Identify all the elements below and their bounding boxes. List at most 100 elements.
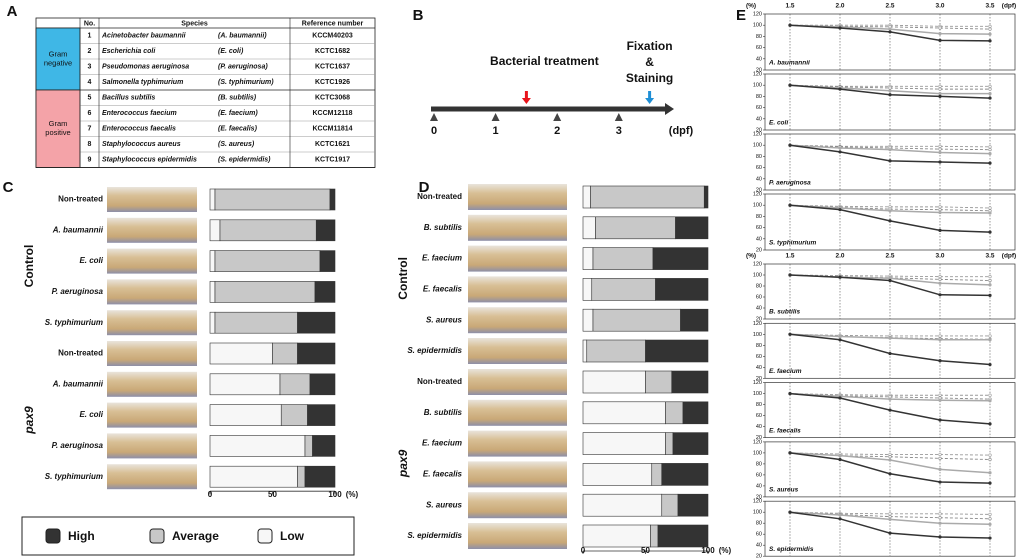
y-tick-label: 20 <box>756 127 762 133</box>
bar-segment <box>315 219 336 242</box>
category-label: E. faecalis <box>423 285 463 294</box>
category-label: Non-treated <box>417 377 462 386</box>
series-point <box>988 206 992 210</box>
bar-segment <box>582 308 594 332</box>
fish-image <box>107 464 197 490</box>
category-label: S. epidermidis <box>407 346 462 355</box>
species: Staphylococcus epidermidis <box>102 157 197 164</box>
y-tick-label: 20 <box>756 247 762 253</box>
bar-segment <box>209 465 298 488</box>
series-point <box>888 517 892 521</box>
y-tick-label: 20 <box>756 187 762 193</box>
bar-segment <box>651 463 663 486</box>
fish-image <box>107 187 197 212</box>
series-point <box>788 203 792 207</box>
series-point <box>938 160 942 164</box>
series-point <box>938 516 942 520</box>
y-tick-label: 120 <box>753 499 762 505</box>
x-tick-label: 2.0 <box>835 3 844 10</box>
x-tick-label: 2.5 <box>885 3 894 10</box>
y-tick-label: 80 <box>756 154 762 160</box>
species: Enterococcus faecium <box>102 110 177 117</box>
y-tick-label: 120 <box>753 131 762 137</box>
y-tick-label: 100 <box>753 272 762 278</box>
y-tick-label: 120 <box>753 191 762 197</box>
series-point <box>938 208 942 212</box>
bar-segment <box>314 281 336 303</box>
y-tick-label: 80 <box>756 343 762 349</box>
bar-segment <box>209 281 216 303</box>
bar-segment <box>582 524 651 548</box>
x-tick-label: 2.0 <box>835 253 844 260</box>
y-tick-label: 40 <box>756 176 762 182</box>
fish-image <box>107 371 197 397</box>
event-arrow <box>645 91 655 104</box>
bar-segment <box>657 524 709 548</box>
series-point <box>888 455 892 459</box>
series-point <box>988 96 992 100</box>
series-point <box>838 334 842 339</box>
y-tick-label: 60 <box>756 472 762 478</box>
series-point <box>938 205 942 209</box>
x-tick-label: 3.0 <box>935 253 944 260</box>
series-point <box>838 146 842 150</box>
bar-segment <box>650 524 659 548</box>
x-tick-label: 50 <box>268 490 277 499</box>
bar-segment <box>661 463 709 486</box>
y-tick-label: 100 <box>753 23 762 29</box>
series-point <box>938 150 942 155</box>
series-point <box>888 408 892 412</box>
reference: KCTC1621 <box>315 141 350 148</box>
series-point <box>938 281 942 285</box>
y-tick-label: 60 <box>756 413 762 419</box>
series-point <box>838 454 842 458</box>
y-tick-label: 120 <box>753 11 762 17</box>
bar-segment <box>595 216 676 240</box>
y-tick-label: 80 <box>756 402 762 408</box>
series-point <box>938 480 942 484</box>
x-axis-unit: (dpf) <box>1002 3 1016 10</box>
y-tick-label: 20 <box>756 494 762 500</box>
x-tick-label: 1.5 <box>785 3 794 10</box>
bar-segment <box>590 185 705 209</box>
bar-segment <box>680 308 709 332</box>
timeline-unit: (dpf) <box>669 125 694 137</box>
series-point <box>838 275 842 279</box>
species-abbr: (S. typhimurium) <box>218 79 274 86</box>
bar-segment <box>209 250 216 272</box>
x-tick-label: 0 <box>208 490 213 499</box>
species-abbr: (E. faecalis) <box>218 126 258 133</box>
event-arrow <box>521 91 531 104</box>
bar-segment <box>307 404 336 426</box>
species: Pseudomonas aeruginosa <box>102 64 189 71</box>
y-tick-label: 120 <box>753 380 762 386</box>
series-point <box>938 512 942 516</box>
category-label: S. epidermidis <box>407 531 462 540</box>
series-point <box>788 273 792 277</box>
series-point <box>838 338 842 342</box>
chart-title: S. aureus <box>769 487 799 494</box>
series-point <box>988 211 992 215</box>
series-point <box>988 145 992 149</box>
legend-box <box>21 516 355 556</box>
row-number: 6 <box>88 110 92 117</box>
group-label: Control <box>396 257 410 300</box>
bar-segment <box>304 435 313 457</box>
row-number: 8 <box>88 141 92 148</box>
row-number: 7 <box>88 126 92 133</box>
panel-label: E <box>736 7 746 24</box>
y-tick-label: 40 <box>756 543 762 549</box>
series-point <box>938 452 942 457</box>
series-point <box>888 89 892 93</box>
group-label: Control <box>22 245 36 288</box>
y-tick-label: 20 <box>756 554 762 559</box>
series-point <box>888 93 892 97</box>
y-tick-label: 60 <box>756 225 762 231</box>
fish-image <box>468 338 567 364</box>
bar-segment <box>209 342 273 365</box>
fish-image <box>468 214 567 241</box>
table-header: Reference number <box>302 20 364 27</box>
series-point <box>838 87 842 91</box>
y-axis-unit: (%) <box>746 3 756 10</box>
series-point <box>938 275 942 279</box>
